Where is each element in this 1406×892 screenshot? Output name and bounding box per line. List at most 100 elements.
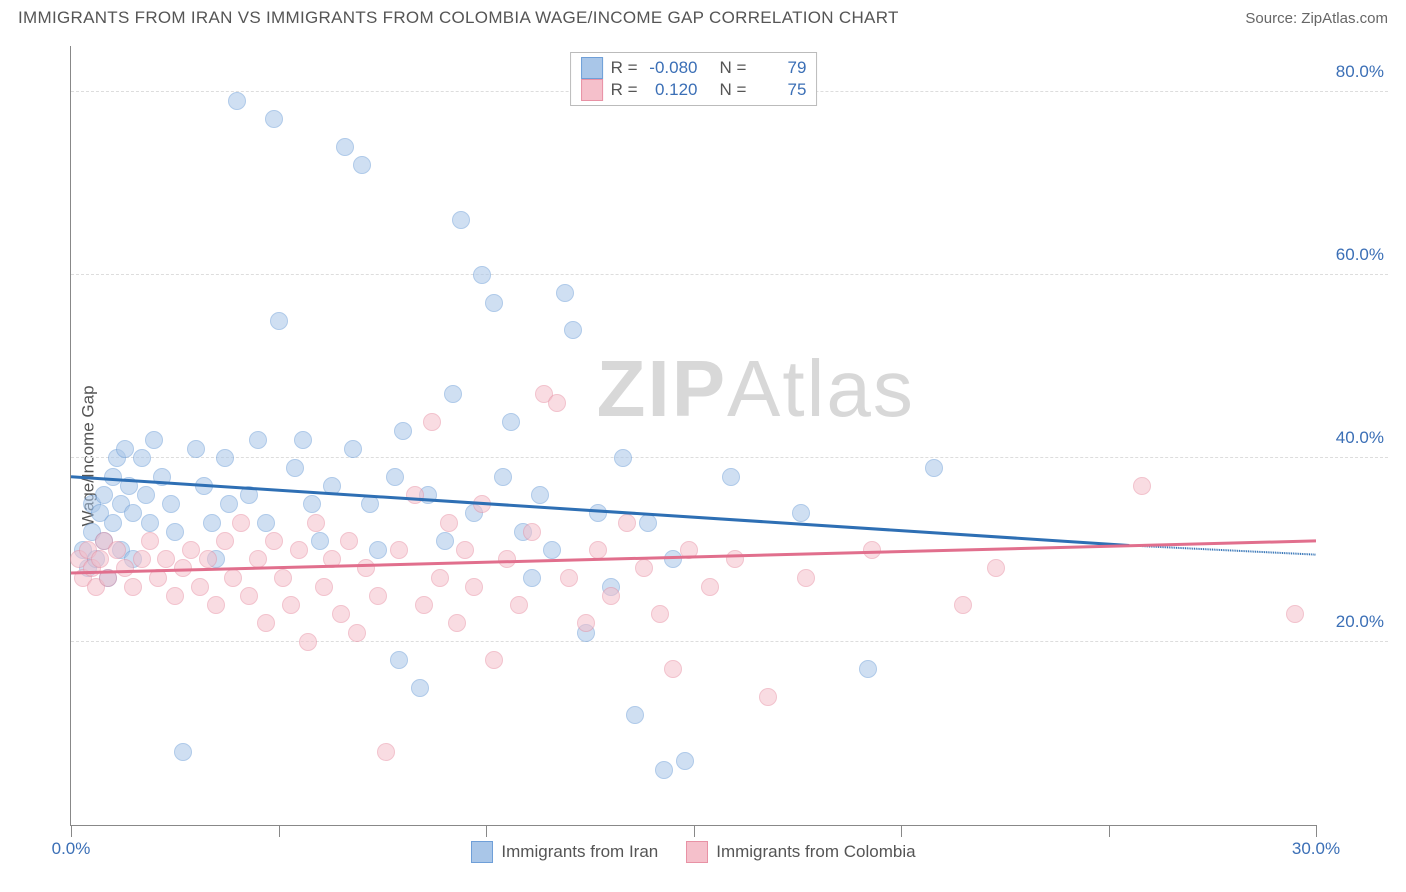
data-point-colombia bbox=[456, 541, 474, 559]
data-point-colombia bbox=[1286, 605, 1304, 623]
data-point-colombia bbox=[166, 587, 184, 605]
data-point-colombia bbox=[232, 514, 250, 532]
data-point-colombia bbox=[133, 550, 151, 568]
data-point-colombia bbox=[797, 569, 815, 587]
x-tick bbox=[1316, 825, 1317, 837]
data-point-colombia bbox=[406, 486, 424, 504]
data-point-colombia bbox=[954, 596, 972, 614]
data-point-iran bbox=[145, 431, 163, 449]
x-tick-label: 30.0% bbox=[1292, 839, 1340, 859]
data-point-colombia bbox=[577, 614, 595, 632]
x-tick-label: 0.0% bbox=[52, 839, 91, 859]
data-point-iran bbox=[859, 660, 877, 678]
data-point-colombia bbox=[182, 541, 200, 559]
data-point-iran bbox=[257, 514, 275, 532]
data-point-iran bbox=[166, 523, 184, 541]
data-point-iran bbox=[452, 211, 470, 229]
data-point-colombia bbox=[369, 587, 387, 605]
x-tick bbox=[71, 825, 72, 837]
data-point-colombia bbox=[759, 688, 777, 706]
data-point-colombia bbox=[299, 633, 317, 651]
source-label: Source: ZipAtlas.com bbox=[1245, 10, 1388, 27]
x-tick bbox=[901, 825, 902, 837]
data-point-iran bbox=[626, 706, 644, 724]
data-point-iran bbox=[265, 110, 283, 128]
data-point-colombia bbox=[249, 550, 267, 568]
watermark-bold: ZIP bbox=[597, 344, 727, 433]
data-point-iran bbox=[249, 431, 267, 449]
data-point-colombia bbox=[680, 541, 698, 559]
data-point-colombia bbox=[415, 596, 433, 614]
data-point-colombia bbox=[282, 596, 300, 614]
n-label-colombia: N = bbox=[720, 80, 747, 100]
data-point-colombia bbox=[357, 559, 375, 577]
data-point-iran bbox=[174, 743, 192, 761]
r-label-iran: R = bbox=[611, 58, 638, 78]
x-tick bbox=[279, 825, 280, 837]
data-point-iran bbox=[386, 468, 404, 486]
data-point-iran bbox=[485, 294, 503, 312]
legend-bottom: Immigrants from Iran Immigrants from Col… bbox=[71, 841, 1316, 863]
data-point-colombia bbox=[124, 578, 142, 596]
data-point-iran bbox=[394, 422, 412, 440]
data-point-colombia bbox=[560, 569, 578, 587]
data-point-colombia bbox=[635, 559, 653, 577]
data-point-iran bbox=[162, 495, 180, 513]
n-label-iran: N = bbox=[720, 58, 747, 78]
data-point-colombia bbox=[485, 651, 503, 669]
data-point-colombia bbox=[589, 541, 607, 559]
data-point-colombia bbox=[602, 587, 620, 605]
data-point-colombia bbox=[224, 569, 242, 587]
data-point-colombia bbox=[174, 559, 192, 577]
n-value-colombia: 75 bbox=[754, 80, 806, 100]
data-point-colombia bbox=[618, 514, 636, 532]
data-point-colombia bbox=[149, 569, 167, 587]
y-tick-label: 40.0% bbox=[1336, 428, 1384, 448]
data-point-iran bbox=[141, 514, 159, 532]
data-point-colombia bbox=[987, 559, 1005, 577]
swatch-iran-icon bbox=[471, 841, 493, 863]
data-point-iran bbox=[294, 431, 312, 449]
legend-top: R = -0.080 N = 79 R = 0.120 N = 75 bbox=[570, 52, 818, 106]
data-point-iran bbox=[792, 504, 810, 522]
data-point-colombia bbox=[523, 523, 541, 541]
data-point-iran bbox=[336, 138, 354, 156]
swatch-colombia bbox=[581, 79, 603, 101]
swatch-colombia-icon bbox=[686, 841, 708, 863]
data-point-colombia bbox=[108, 541, 126, 559]
data-point-colombia bbox=[390, 541, 408, 559]
data-point-iran bbox=[676, 752, 694, 770]
data-point-iran bbox=[153, 468, 171, 486]
data-point-colombia bbox=[290, 541, 308, 559]
data-point-colombia bbox=[863, 541, 881, 559]
gridline-h bbox=[71, 641, 1388, 642]
data-point-iran bbox=[104, 468, 122, 486]
data-point-colombia bbox=[265, 532, 283, 550]
legend-item-iran: Immigrants from Iran bbox=[471, 841, 658, 863]
data-point-colombia bbox=[116, 559, 134, 577]
data-point-iran bbox=[494, 468, 512, 486]
data-point-iran bbox=[95, 486, 113, 504]
y-tick-label: 20.0% bbox=[1336, 612, 1384, 632]
data-point-colombia bbox=[307, 514, 325, 532]
data-point-iran bbox=[655, 761, 673, 779]
source-name: ZipAtlas.com bbox=[1301, 10, 1388, 27]
data-point-iran bbox=[473, 266, 491, 284]
data-point-colombia bbox=[199, 550, 217, 568]
data-point-iran bbox=[722, 468, 740, 486]
data-point-iran bbox=[124, 504, 142, 522]
data-point-colombia bbox=[315, 578, 333, 596]
data-point-colombia bbox=[726, 550, 744, 568]
scatter-plot: ZIPAtlas R = -0.080 N = 79 R = 0.120 N =… bbox=[70, 46, 1316, 826]
data-point-colombia bbox=[423, 413, 441, 431]
data-point-iran bbox=[116, 440, 134, 458]
data-point-colombia bbox=[701, 578, 719, 596]
data-point-colombia bbox=[473, 495, 491, 513]
data-point-iran bbox=[556, 284, 574, 302]
data-point-colombia bbox=[340, 532, 358, 550]
data-point-iran bbox=[270, 312, 288, 330]
data-point-colombia bbox=[274, 569, 292, 587]
data-point-iran bbox=[531, 486, 549, 504]
data-point-iran bbox=[444, 385, 462, 403]
data-point-iran bbox=[411, 679, 429, 697]
